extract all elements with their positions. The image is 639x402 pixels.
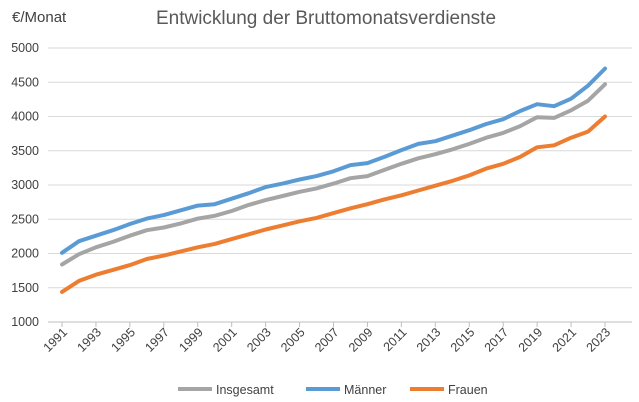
x-tick-label: 2007 (312, 325, 342, 355)
x-tick-label: 1995 (108, 325, 138, 355)
legend-label: Männer (344, 383, 386, 397)
x-tick-label: 1999 (176, 325, 206, 355)
series-line-frauen (60, 114, 607, 294)
y-tick-label: 1500 (11, 281, 39, 295)
y-tick-label: 4000 (11, 110, 39, 124)
x-tick-label: 2015 (448, 325, 478, 355)
legend: Insgesamt Männer Frauen (178, 383, 488, 397)
series-line-männer (60, 66, 607, 255)
y-axis-label: €/Monat (12, 9, 67, 26)
x-axis-ticks: 1991 1993 1995 1997 1999 2001 2003 2005 2007 2009… (41, 322, 614, 355)
x-tick-label: 1997 (142, 325, 172, 355)
x-tick-label: 2021 (550, 325, 580, 355)
x-tick-label: 2011 (381, 325, 410, 354)
x-tick-label: 1993 (74, 325, 104, 355)
y-tick-label: 4500 (11, 75, 39, 89)
x-tick-label: 2005 (278, 325, 308, 355)
series-lines (60, 66, 607, 294)
y-tick-label: 2000 (11, 247, 39, 261)
y-tick-label: 5000 (11, 41, 39, 55)
y-tick-label: 2500 (11, 212, 39, 226)
y-tick-label: 3500 (11, 144, 39, 158)
series-line-insgesamt (60, 82, 607, 267)
x-tick-label: 2019 (516, 325, 546, 355)
x-tick-label: 2023 (584, 325, 614, 355)
x-tick-label: 1991 (41, 325, 71, 355)
x-tick-label: 2003 (244, 325, 274, 355)
x-tick-label: 2013 (414, 325, 444, 355)
legend-label: Frauen (448, 383, 488, 397)
y-tick-label: 3000 (11, 178, 39, 192)
legend-label: Insgesamt (216, 383, 274, 397)
x-tick-label: 2017 (482, 325, 512, 355)
x-tick-label: 2009 (346, 325, 376, 355)
chart-title: Entwicklung der Bruttomonatsverdienste (156, 8, 496, 29)
y-tick-label: 1000 (11, 315, 39, 329)
x-tick-label: 2001 (210, 325, 240, 355)
y-axis-ticks: 1000 1500 2000 2500 3000 3500 4000 4500 5000 (11, 41, 39, 329)
